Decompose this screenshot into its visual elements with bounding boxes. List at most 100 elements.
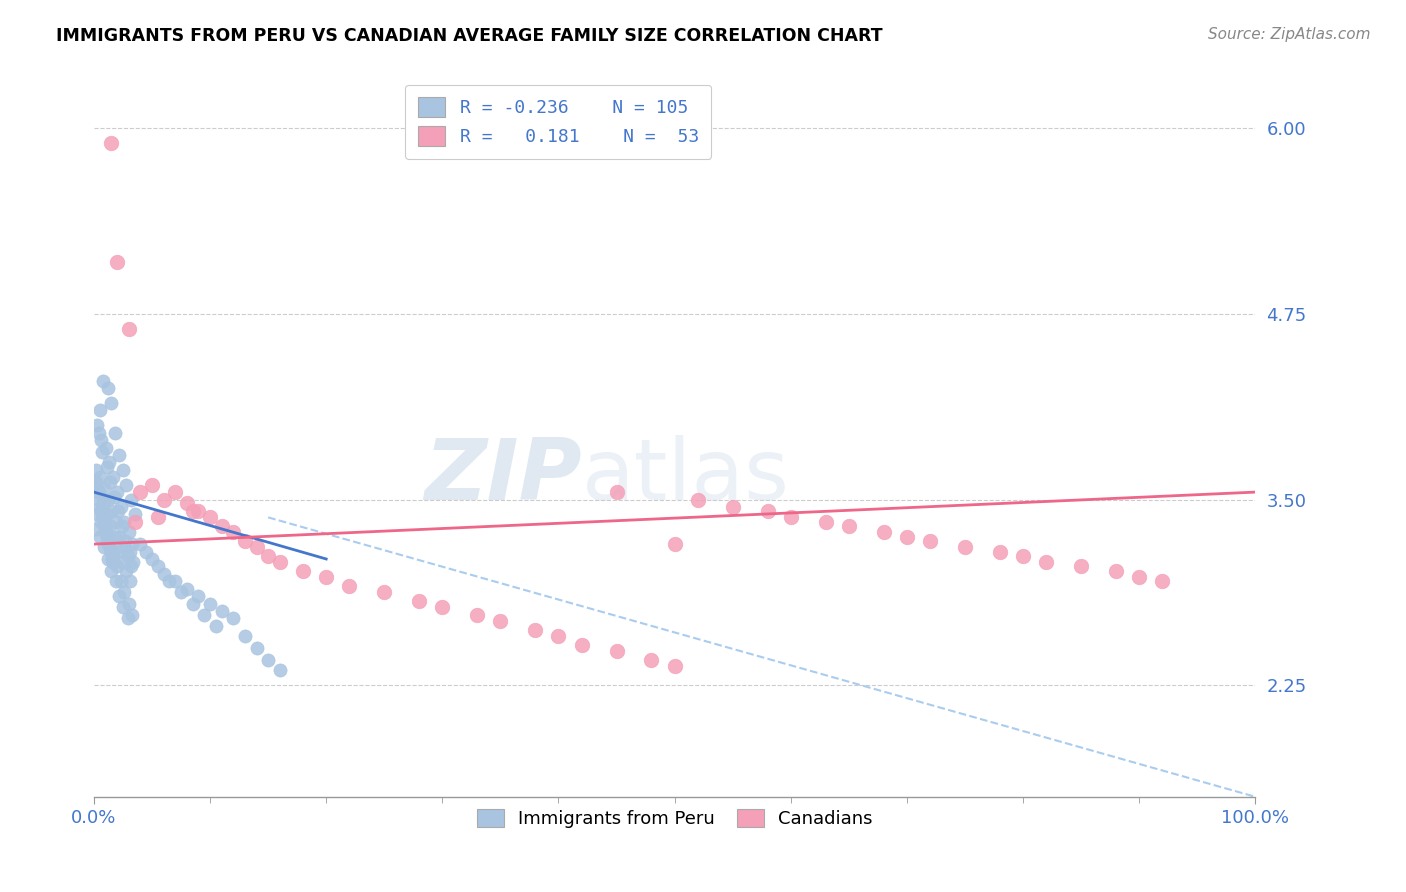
- Point: [96, 459, 118, 474]
- Point: [115, 477, 138, 491]
- Text: IMMIGRANTS FROM PERU VS CANADIAN AVERAGE FAMILY SIZE CORRELATION CHART: IMMIGRANTS FROM PERU VS CANADIAN AVERAGE…: [56, 27, 883, 45]
- Point: [233, 629, 256, 643]
- Point: [111, 519, 134, 533]
- Point: [104, 515, 127, 529]
- Point: [920, 534, 942, 549]
- Point: [94, 525, 117, 540]
- Point: [686, 492, 709, 507]
- Point: [222, 611, 245, 625]
- Point: [129, 485, 152, 500]
- Point: [84, 475, 107, 489]
- Point: [205, 619, 228, 633]
- Point: [89, 470, 111, 484]
- Point: [100, 396, 122, 410]
- Point: [152, 492, 174, 507]
- Point: [198, 597, 221, 611]
- Point: [93, 540, 115, 554]
- Point: [120, 492, 142, 507]
- Point: [91, 374, 114, 388]
- Point: [339, 579, 361, 593]
- Point: [112, 515, 135, 529]
- Point: [98, 540, 121, 554]
- Point: [606, 485, 628, 500]
- Point: [101, 470, 124, 484]
- Point: [176, 495, 198, 509]
- Point: [97, 381, 120, 395]
- Point: [94, 525, 117, 540]
- Point: [988, 544, 1011, 558]
- Point: [211, 519, 233, 533]
- Point: [664, 537, 686, 551]
- Point: [193, 608, 215, 623]
- Legend: Immigrants from Peru, Canadians: Immigrants from Peru, Canadians: [470, 801, 880, 835]
- Text: Source: ZipAtlas.com: Source: ZipAtlas.com: [1208, 27, 1371, 42]
- Point: [111, 599, 134, 614]
- Point: [97, 552, 120, 566]
- Point: [98, 537, 121, 551]
- Point: [87, 485, 110, 500]
- Point: [465, 608, 488, 623]
- Point: [84, 463, 107, 477]
- Point: [112, 584, 135, 599]
- Point: [86, 418, 108, 433]
- Point: [165, 485, 187, 500]
- Point: [84, 522, 107, 536]
- Point: [93, 515, 115, 529]
- Text: ZIP: ZIP: [425, 434, 582, 518]
- Point: [1128, 570, 1150, 584]
- Point: [640, 653, 662, 667]
- Point: [111, 540, 134, 554]
- Point: [257, 653, 280, 667]
- Point: [111, 463, 134, 477]
- Point: [187, 589, 209, 603]
- Point: [157, 574, 180, 589]
- Point: [373, 584, 395, 599]
- Point: [100, 544, 122, 558]
- Point: [432, 599, 454, 614]
- Point: [117, 611, 139, 625]
- Point: [91, 510, 114, 524]
- Point: [547, 629, 569, 643]
- Point: [104, 574, 127, 589]
- Point: [89, 530, 111, 544]
- Point: [98, 519, 121, 533]
- Point: [118, 597, 141, 611]
- Point: [104, 530, 127, 544]
- Point: [98, 455, 121, 469]
- Point: [118, 321, 141, 335]
- Point: [117, 549, 139, 563]
- Point: [222, 525, 245, 540]
- Point: [124, 508, 146, 522]
- Point: [120, 559, 142, 574]
- Point: [101, 549, 124, 563]
- Point: [181, 504, 204, 518]
- Point: [105, 254, 128, 268]
- Point: [118, 544, 141, 558]
- Point: [89, 403, 111, 417]
- Point: [721, 500, 744, 514]
- Point: [94, 441, 117, 455]
- Point: [104, 425, 127, 440]
- Point: [141, 552, 163, 566]
- Point: [118, 525, 141, 540]
- Point: [245, 641, 267, 656]
- Point: [315, 570, 337, 584]
- Point: [1070, 559, 1092, 574]
- Point: [89, 500, 111, 514]
- Point: [176, 582, 198, 596]
- Point: [110, 574, 132, 589]
- Point: [953, 540, 976, 554]
- Point: [108, 530, 131, 544]
- Text: atlas: atlas: [582, 434, 790, 518]
- Point: [1152, 574, 1174, 589]
- Point: [146, 510, 169, 524]
- Point: [269, 664, 291, 678]
- Point: [107, 504, 129, 518]
- Point: [98, 475, 121, 489]
- Point: [269, 555, 291, 569]
- Point: [291, 564, 314, 578]
- Point: [121, 537, 143, 551]
- Point: [118, 574, 141, 589]
- Point: [233, 534, 256, 549]
- Point: [814, 515, 837, 529]
